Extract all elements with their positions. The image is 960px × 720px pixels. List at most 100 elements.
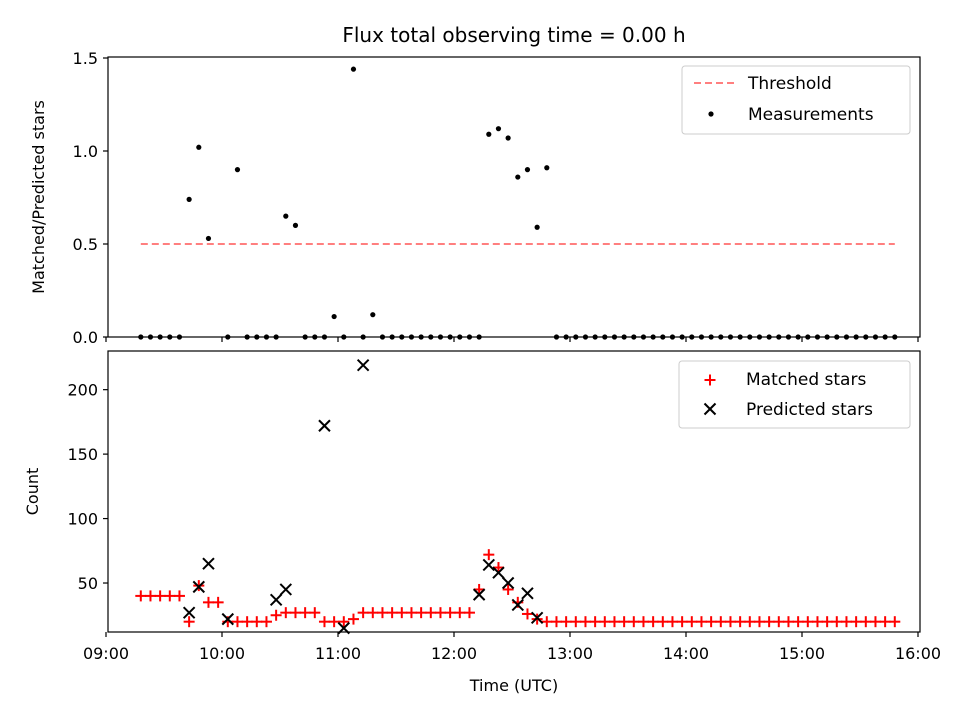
measurement-point	[689, 334, 695, 340]
predicted-star-point	[501, 576, 515, 590]
x-tick-label: 13:00	[547, 644, 593, 663]
measurement-point	[640, 334, 647, 340]
matched-star-point	[869, 616, 881, 628]
predicted-star-point	[279, 583, 293, 596]
bottom-y-tick-label: 200	[67, 381, 98, 400]
measurement-point	[853, 334, 859, 340]
predicted-star-point	[337, 621, 351, 635]
legend-matched-label: Matched stars	[746, 370, 866, 390]
measurement-point	[225, 334, 231, 340]
x-tick-label: 14:00	[663, 644, 709, 663]
measurements-points	[138, 66, 898, 340]
measurement-point	[515, 174, 521, 180]
matched-star-point	[579, 616, 591, 628]
bottom-panel: 50 100 150 200 09:00 10:00 11:00 12:00 13:00 14:…	[23, 350, 941, 695]
measurement-point	[708, 334, 714, 340]
x-tick-label: 10:00	[199, 644, 245, 663]
measurement-point	[727, 334, 734, 340]
measurement-point	[524, 167, 531, 173]
measurement-point	[244, 334, 250, 340]
matched-star-point	[860, 616, 872, 628]
measurement-point	[814, 334, 821, 340]
predicted-star-point	[221, 612, 235, 626]
matched-star-point	[618, 616, 630, 628]
measurement-point	[234, 167, 241, 173]
measurement-point	[611, 334, 618, 340]
x-tick-label: 15:00	[779, 644, 825, 663]
measurement-point	[196, 144, 202, 150]
matched-star-point	[135, 590, 147, 602]
matched-star-point	[763, 616, 775, 628]
matched-star-point	[560, 616, 572, 628]
top-x-ticks	[105, 337, 919, 342]
measurement-point	[283, 213, 289, 219]
measurement-point	[863, 334, 869, 340]
measurement-point	[254, 334, 260, 340]
matched-star-point	[753, 616, 765, 628]
matched-star-point	[879, 616, 891, 628]
measurement-point	[176, 334, 183, 340]
top-y-axis-label: Matched/Predicted stars	[29, 100, 48, 294]
measurement-point	[573, 334, 579, 340]
measurement-point	[302, 334, 308, 340]
measurement-point	[331, 313, 337, 320]
bottom-y-ticks: 50 100 150 200	[67, 381, 108, 593]
measurement-point	[631, 334, 637, 340]
matched-star-point	[811, 616, 823, 628]
matched-star-point	[705, 616, 717, 628]
matched-star-point	[357, 607, 369, 619]
top-y-tick-label: 1.0	[73, 142, 98, 161]
matched-star-point	[792, 616, 804, 628]
matched-star-point	[212, 596, 224, 608]
measurement-point	[747, 334, 753, 340]
bottom-y-axis-label: Count	[23, 468, 42, 516]
top-y-ticks: 0.0 0.5 1.0 1.5	[73, 49, 108, 347]
matched-star-point	[405, 607, 417, 619]
measurement-point	[505, 135, 511, 141]
matched-star-point	[521, 608, 533, 620]
matched-star-point	[154, 590, 166, 602]
matched-star-point	[280, 607, 292, 619]
measurement-point	[147, 334, 154, 340]
matched-star-point	[434, 607, 446, 619]
legend-threshold-label: Threshold	[747, 74, 832, 94]
measurement-point	[882, 334, 888, 340]
matched-star-point	[608, 616, 620, 628]
measurement-point	[157, 334, 163, 340]
measurement-point	[138, 334, 144, 340]
measurement-point	[776, 334, 782, 340]
predicted-star-point	[472, 588, 486, 601]
matched-star-point	[463, 607, 475, 619]
measurement-point	[312, 334, 318, 340]
top-legend: Threshold Measurements	[681, 65, 911, 135]
matched-star-point	[802, 616, 814, 628]
legend-measurements-swatch	[708, 111, 714, 117]
matched-star-point	[425, 607, 437, 619]
matched-star-point	[144, 590, 156, 602]
measurement-point	[399, 334, 405, 340]
predicted-stars-points	[182, 358, 544, 635]
measurement-point	[544, 165, 550, 171]
bottom-x-ticks: 09:00 10:00 11:00 12:00 13:00 14:00 15:00 16:00	[83, 632, 941, 663]
matched-star-point	[676, 616, 688, 628]
measurement-point	[669, 334, 676, 340]
matched-star-point	[173, 590, 185, 602]
bottom-plot-frame	[107, 350, 921, 633]
matched-star-point	[347, 613, 359, 625]
predicted-star-point	[192, 580, 206, 594]
matched-star-point	[260, 616, 272, 628]
measurement-point	[495, 126, 502, 132]
measurement-point	[718, 334, 724, 340]
matched-star-point	[231, 616, 243, 628]
matched-star-point	[628, 616, 640, 628]
measurement-point	[621, 334, 627, 340]
matched-star-point	[821, 616, 833, 628]
predicted-star-point	[482, 558, 496, 572]
measurement-point	[476, 334, 482, 340]
x-tick-label: 09:00	[83, 644, 129, 663]
matched-star-point	[570, 616, 582, 628]
matched-star-point	[386, 607, 398, 619]
measurement-point	[756, 334, 763, 340]
measurement-point	[660, 334, 666, 340]
predicted-star-point	[492, 566, 505, 579]
